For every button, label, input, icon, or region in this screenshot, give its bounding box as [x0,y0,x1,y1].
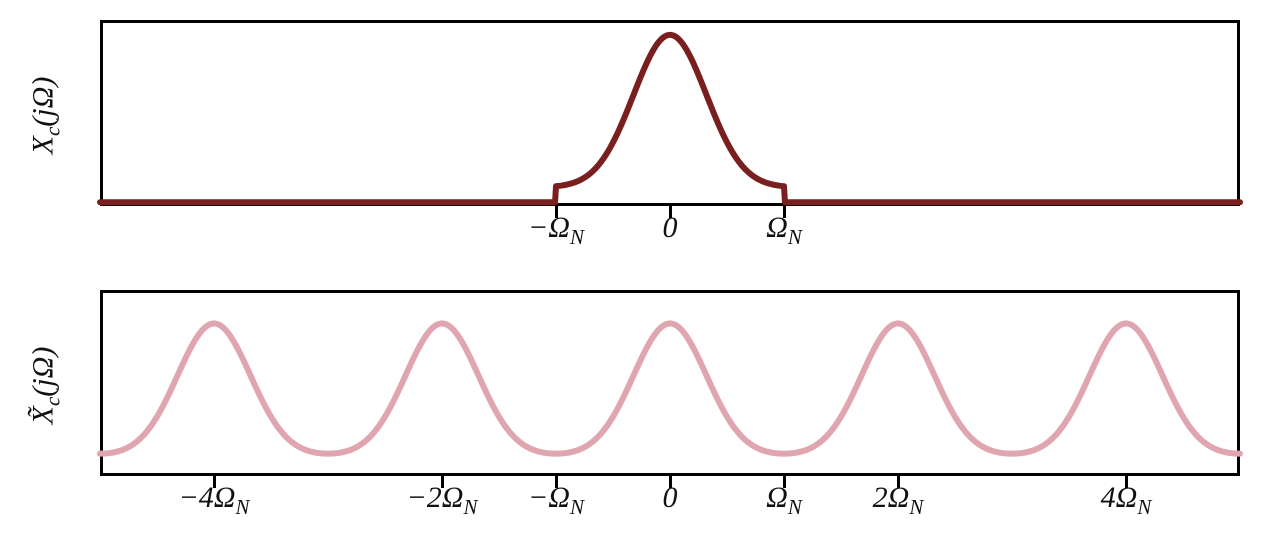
x-tick-label: −2ΩN [407,481,478,520]
x-tick-label: 0 [663,211,678,245]
spectrum-curve [100,290,1240,476]
x-tick-label: −ΩN [528,481,584,520]
x-tick-label: 4ΩN [1101,481,1152,520]
y-axis-label: X̃c(jΩ) [27,316,66,456]
x-tick-label: 2ΩN [873,481,924,520]
y-axis-label: Xc(jΩ) [27,46,66,186]
spectrum-curve [100,20,1240,206]
x-tick-label: ΩN [766,481,802,520]
axes-panel [100,290,1240,476]
x-tick-label: ΩN [766,211,802,250]
x-tick-label: −4ΩN [179,481,250,520]
x-tick-label: −ΩN [528,211,584,250]
axes-panel [100,20,1240,206]
x-tick-label: 0 [663,481,678,515]
